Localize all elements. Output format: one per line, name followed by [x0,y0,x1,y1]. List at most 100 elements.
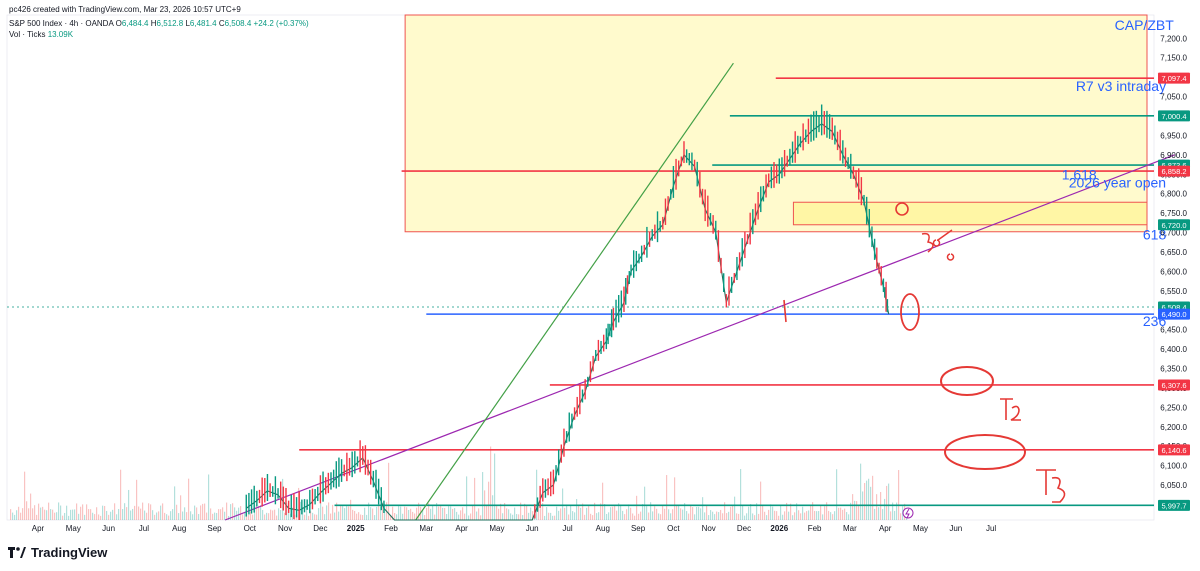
volume-bar [654,506,656,520]
y-tick-label: 7,150.0 [1160,54,1187,63]
volume-bar [66,505,68,520]
volume-bar [316,514,318,520]
volume-bar [242,514,244,520]
price-tag-label-6: 6,490.0 [1161,310,1186,319]
volume-bar [542,503,544,520]
volume-bar [48,502,50,520]
y-tick-label: 6,600.0 [1160,267,1187,276]
volume-bar [458,514,460,520]
volume-bar [132,508,134,520]
volume-bar [842,509,844,520]
symbol-name[interactable]: S&P 500 Index · 4h · OANDA [9,19,114,28]
volume-bar [220,509,222,520]
volume-bar [312,512,314,520]
x-tick-label: Oct [667,524,680,533]
volume-bar [486,505,488,520]
tradingview-brand[interactable]: TradingView [8,545,107,560]
volume-bar [308,515,310,520]
volume-bar [194,505,196,520]
volume-bar [782,514,784,520]
volume-bar [750,504,752,520]
volume-bar [372,508,374,520]
volume-bar [422,510,424,520]
price-tag-label-8: 6,140.6 [1161,446,1186,455]
volume-bar [838,507,840,520]
volume-bar [100,515,102,520]
volume-bar [612,506,614,520]
volume-bar [580,507,582,520]
volume-bar [288,510,290,520]
volume-bar [344,508,346,520]
volume-bar [738,513,740,520]
volume-bar [58,502,60,520]
volume-bar [134,505,136,520]
volume-bar [410,508,412,520]
volume-label[interactable]: Vol · Ticks [9,30,46,39]
y-tick-label: 6,350.0 [1160,365,1187,374]
volume-bar [444,508,446,520]
volume-bar [250,511,252,520]
volume-bar [692,507,694,520]
volume-bar [570,505,572,520]
volume-bar [412,511,414,520]
volume-bar [426,507,428,520]
volume-bar [836,469,838,520]
volume-bar [382,503,384,520]
annotation-0: CAP/ZBT [1115,17,1175,33]
volume-bar [810,504,812,520]
volume-bar [778,515,780,520]
volume-bar [482,472,484,520]
volume-bar [306,505,308,520]
volume-bar [694,514,696,520]
volume-bar [816,511,818,520]
volume-bar [564,507,566,520]
volume-bar [636,495,638,520]
volume-bar [80,506,82,520]
volume-bar [302,507,304,520]
hand-t2 [1000,398,1021,421]
volume-bar [500,503,502,520]
volume-bar [598,512,600,520]
y-tick-label: 6,950.0 [1160,131,1187,140]
volume-bar [396,514,398,520]
volume-bar [772,506,774,520]
volume-bar [334,512,336,520]
trendlines[interactable] [224,62,1175,521]
hand-circle-open [895,202,909,216]
volume-bar [276,515,278,520]
volume-bar [592,515,594,520]
volume-bar [86,504,88,520]
volume-bar [102,505,104,520]
volume-bar [366,514,368,520]
open-value: 6,484.4 [121,19,149,28]
volume-bar [658,513,660,520]
volume-bar [26,501,28,520]
yellow-zones [404,14,1148,233]
volume-bar [448,506,450,520]
volume-bar [466,476,468,520]
volume-bar [518,514,520,520]
volume-bar [16,510,18,520]
volume-bar [264,514,266,520]
volume-bar [668,509,670,520]
volume-bar [108,514,110,520]
x-tick-label: Nov [702,524,716,533]
x-tick-label: 2026 [770,524,788,533]
volume-bar [128,489,130,520]
volume-bar [676,505,678,520]
volume-bar [572,511,574,520]
y-tick-label: 6,200.0 [1160,423,1187,432]
volume-bar [342,506,344,520]
x-tick-label: Apr [879,524,892,533]
y-tick-label: 6,800.0 [1160,190,1187,199]
volume-bar [190,511,192,520]
volume-bar [796,503,798,520]
volume-bar [536,469,538,520]
volume-bar [472,504,474,520]
volume-bar [378,506,380,520]
volume-bar [840,507,842,520]
volume-bar [784,511,786,520]
volume-bar [60,505,62,520]
x-tick-label: Aug [172,524,186,533]
